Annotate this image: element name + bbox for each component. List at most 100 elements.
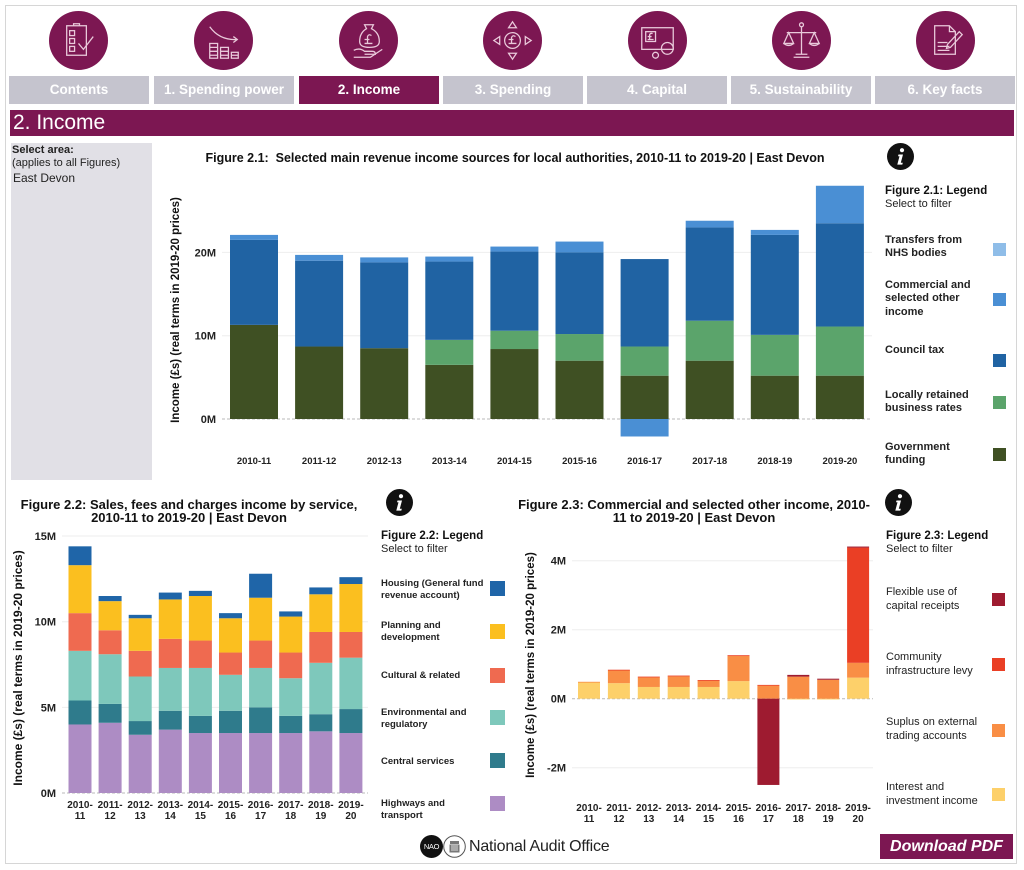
bar-segment[interactable] [295, 260, 344, 347]
bar-segment[interactable] [339, 657, 363, 710]
bar-segment[interactable] [339, 631, 363, 658]
bar-segment[interactable] [815, 185, 864, 224]
bar-segment[interactable] [490, 330, 539, 350]
bar-segment[interactable] [68, 724, 92, 793]
bar-segment[interactable] [128, 614, 152, 619]
bar-segment[interactable] [249, 573, 273, 598]
bar-segment[interactable] [98, 630, 122, 655]
bar-segment[interactable] [230, 324, 278, 419]
bar-segment[interactable] [279, 652, 303, 679]
bar-segment[interactable] [620, 419, 669, 437]
download-pdf-button[interactable]: Download PDF [880, 834, 1013, 859]
bar-segment[interactable] [847, 546, 870, 548]
bar-segment[interactable] [295, 346, 344, 419]
legend-item-planning[interactable]: Planning and development [381, 620, 507, 644]
legend-item-cultural[interactable]: Cultural & related [381, 668, 507, 684]
bar-segment[interactable] [815, 223, 864, 327]
bar-segment[interactable] [425, 261, 474, 340]
bar-segment[interactable] [219, 652, 242, 675]
bar-segment[interactable] [279, 715, 303, 734]
bar-segment[interactable] [750, 234, 799, 335]
bar-segment[interactable] [219, 710, 242, 734]
info-icon[interactable] [386, 489, 413, 516]
bar-segment[interactable] [219, 613, 242, 619]
legend-item-environmental[interactable]: Environmental and regulatory [381, 707, 507, 731]
bar-segment[interactable] [555, 241, 604, 253]
bar-segment[interactable] [188, 596, 212, 641]
pound-screen-icon[interactable] [628, 11, 687, 70]
tab-capital[interactable]: 4. Capital [587, 76, 727, 104]
area-selector-value[interactable]: East Devon [13, 171, 76, 185]
bar-segment[interactable] [68, 565, 92, 614]
bar-segment[interactable] [667, 676, 690, 687]
bar-segment[interactable] [249, 667, 273, 708]
bar-segment[interactable] [68, 700, 92, 725]
bar-segment[interactable] [815, 326, 864, 376]
bar-segment[interactable] [757, 698, 780, 785]
bar-segment[interactable] [685, 227, 734, 321]
bar-segment[interactable] [620, 375, 669, 419]
bar-segment[interactable] [607, 670, 630, 684]
bar-segment[interactable] [188, 640, 212, 668]
bar-segment[interactable] [309, 714, 333, 732]
bar-segment[interactable] [787, 674, 810, 677]
bar-segment[interactable] [309, 662, 333, 715]
legend-item-trading-surplus[interactable]: Suplus on external trading accounts [886, 716, 1010, 744]
bar-segment[interactable] [295, 254, 344, 261]
legend-item-council-tax[interactable]: Council tax [885, 344, 1010, 367]
bar-segment[interactable] [339, 584, 363, 632]
bar-segment[interactable] [360, 257, 409, 263]
tab-spending-power[interactable]: 1. Spending power [154, 76, 294, 104]
bar-segment[interactable] [128, 618, 152, 651]
bar-segment[interactable] [188, 733, 212, 793]
bar-segment[interactable] [188, 715, 212, 734]
bar-segment[interactable] [555, 334, 604, 361]
bar-segment[interactable] [727, 655, 750, 682]
bar-segment[interactable] [158, 638, 182, 668]
legend-item-flexible-capital-receipts[interactable]: Flexible use of capital receipts [886, 586, 1010, 614]
tab-contents[interactable]: Contents [9, 76, 149, 104]
bar-segment[interactable] [360, 262, 409, 349]
bar-segment[interactable] [98, 596, 122, 602]
tab-spending[interactable]: 3. Spending [443, 76, 583, 104]
bar-segment[interactable] [158, 729, 182, 793]
bar-segment[interactable] [339, 733, 363, 793]
bar-segment[interactable] [697, 680, 720, 681]
bar-segment[interactable] [309, 631, 333, 663]
bar-segment[interactable] [230, 234, 278, 240]
bar-segment[interactable] [219, 674, 242, 711]
bar-segment[interactable] [490, 349, 539, 419]
declining-coins-icon[interactable] [194, 11, 253, 70]
legend-item-business-rates[interactable]: Locally retained business rates [885, 389, 1010, 417]
legend-item-commercial-income[interactable]: Commercial and selected other income [885, 279, 1010, 319]
bar-segment[interactable] [847, 547, 870, 663]
tab-key-facts[interactable]: 6. Key facts [875, 76, 1015, 104]
bar-segment[interactable] [128, 734, 152, 793]
legend-item-housing[interactable]: Housing (General fund revenue account) [381, 578, 507, 602]
bar-segment[interactable] [685, 320, 734, 361]
info-icon[interactable] [887, 143, 914, 170]
info-icon[interactable] [885, 489, 912, 516]
bar-segment[interactable] [98, 654, 122, 704]
bar-segment[interactable] [607, 683, 630, 699]
bar-segment[interactable] [620, 346, 669, 376]
bar-segment[interactable] [158, 592, 182, 600]
bar-segment[interactable] [555, 360, 604, 419]
bar-segment[interactable] [128, 721, 152, 735]
legend-item-community-infrastructure-levy[interactable]: Community infrastructure levy [886, 651, 1010, 679]
bar-segment[interactable] [68, 546, 92, 566]
bar-segment[interactable] [727, 655, 750, 657]
scales-icon[interactable] [772, 11, 831, 70]
bar-segment[interactable] [309, 731, 333, 793]
bar-segment[interactable] [787, 676, 810, 699]
legend-item-interest-investment[interactable]: Interest and investment income [886, 781, 1010, 809]
bar-segment[interactable] [98, 601, 122, 631]
bar-segment[interactable] [158, 667, 182, 711]
bar-segment[interactable] [249, 707, 273, 734]
bar-segment[interactable] [578, 681, 600, 683]
bar-segment[interactable] [128, 676, 152, 722]
legend-item-central-services[interactable]: Central services [381, 753, 507, 770]
bar-segment[interactable] [490, 251, 539, 331]
bar-segment[interactable] [98, 703, 122, 723]
bar-segment[interactable] [98, 722, 122, 793]
